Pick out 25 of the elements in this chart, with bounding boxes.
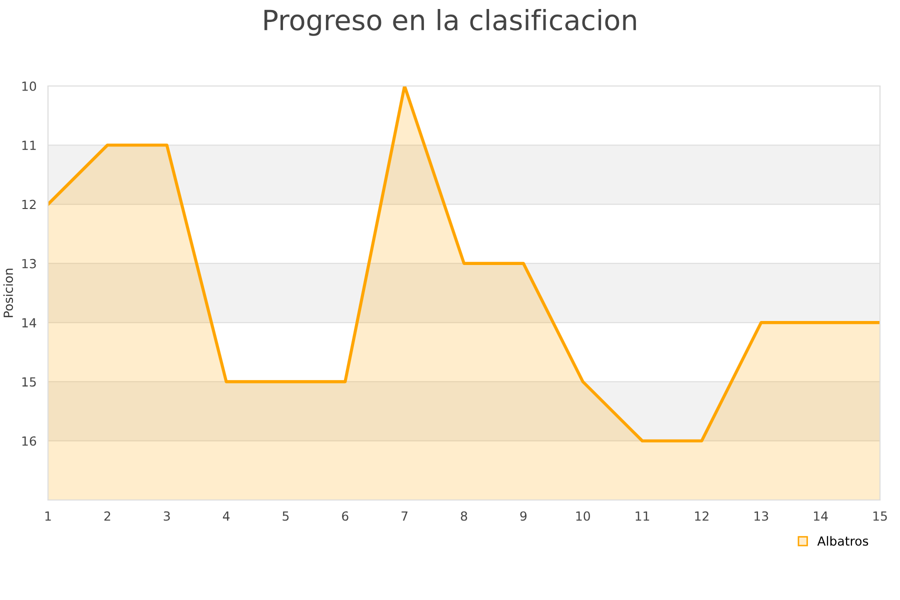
x-tick-label: 4 (222, 511, 230, 521)
y-tick-label: 14 (22, 318, 36, 328)
x-tick-label: 1 (45, 511, 51, 521)
y-tick-label: 16 (22, 436, 36, 446)
y-tick-label: 15 (22, 377, 36, 387)
y-tick-label: 10 (22, 81, 36, 91)
x-tick-label: 10 (576, 511, 590, 521)
x-tick-label: 5 (282, 511, 289, 521)
x-tick-label: 11 (636, 511, 650, 521)
x-tick-label: 3 (164, 511, 170, 521)
x-tick-label: 7 (402, 511, 408, 521)
x-tick-label: 14 (814, 511, 828, 521)
legend-label: Albatros (817, 536, 868, 546)
chart-title: Progreso en la clasificacion (264, 9, 636, 36)
x-tick-label: 12 (695, 511, 708, 521)
x-tick-label: 9 (520, 511, 527, 521)
x-tick-label: 15 (873, 511, 887, 521)
y-axis-title: Posicion (3, 268, 14, 318)
x-tick-label: 13 (754, 511, 768, 521)
y-tick-label: 13 (22, 258, 36, 268)
x-tick-label: 8 (460, 511, 468, 521)
x-tick-label: 2 (104, 511, 110, 521)
y-tick-label: 11 (22, 140, 36, 150)
y-tick-label: 12 (22, 200, 36, 210)
x-tick-label: 6 (342, 511, 348, 521)
